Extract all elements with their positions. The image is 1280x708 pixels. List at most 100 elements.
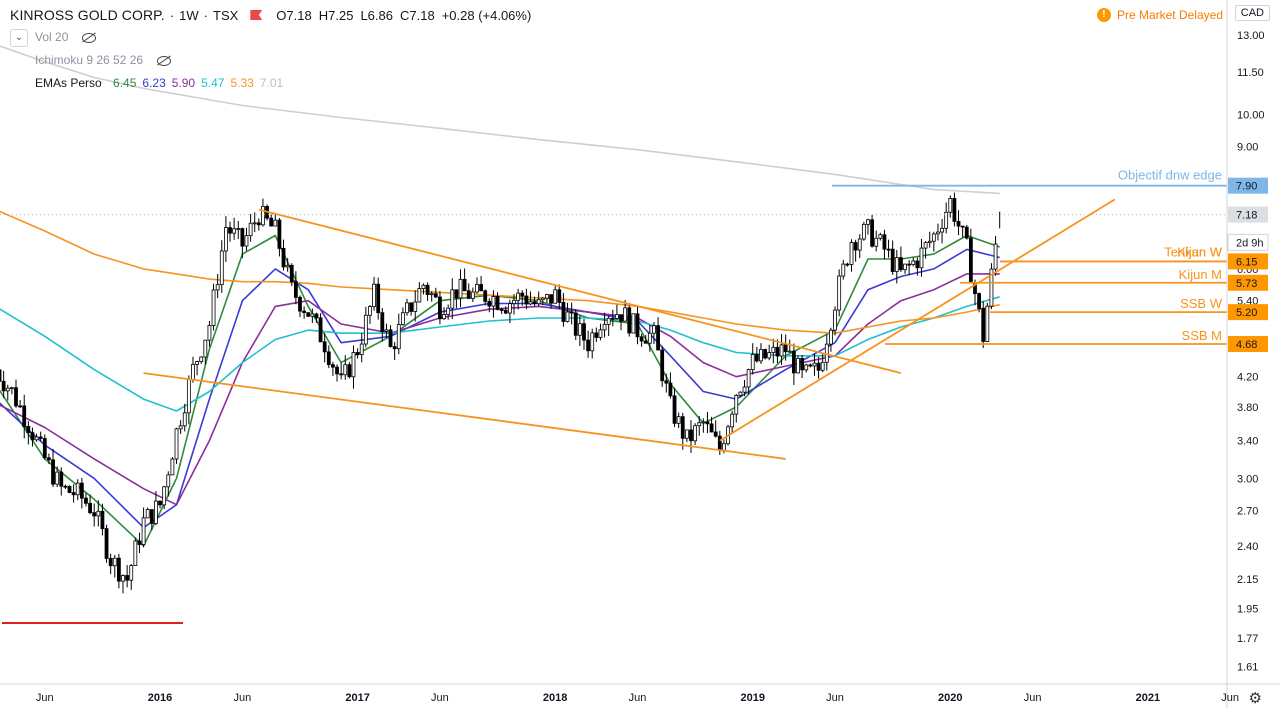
candle-body xyxy=(989,268,994,307)
candle-body xyxy=(701,421,706,424)
market-status[interactable]: ! Pre Market Delayed xyxy=(1096,8,1223,22)
candle-body xyxy=(734,394,739,415)
price-axis-label: 7.90 xyxy=(1236,181,1257,193)
candle-body xyxy=(400,312,405,325)
currency-button[interactable]: CAD xyxy=(1234,5,1270,21)
candle-body xyxy=(746,369,751,388)
candle-body xyxy=(759,349,763,362)
candle-body xyxy=(302,310,307,314)
candle-body xyxy=(763,349,767,359)
candle-body xyxy=(446,307,451,315)
candle-body xyxy=(277,219,282,249)
price-axis-label-bg xyxy=(1228,177,1268,194)
candle-body xyxy=(689,429,693,442)
candle-body xyxy=(355,352,360,356)
interval[interactable]: 1W xyxy=(179,7,199,23)
collapse-indicators-button[interactable]: ⌄ xyxy=(10,29,28,47)
candle-body xyxy=(306,312,311,317)
price-tick-label: 11.50 xyxy=(1237,67,1264,79)
ema-value: 5.33 xyxy=(230,76,254,90)
candle-body xyxy=(100,510,105,530)
candle-body xyxy=(88,502,92,514)
candle-body xyxy=(96,510,101,517)
eye-hidden-icon[interactable] xyxy=(157,55,172,66)
candle-body xyxy=(545,294,549,299)
candle-body xyxy=(590,332,595,352)
candle-body xyxy=(409,302,414,312)
candle-body xyxy=(347,364,352,378)
close-value: 7.18 xyxy=(409,7,435,23)
level-label: SSB M xyxy=(1182,328,1222,343)
candle-body xyxy=(915,260,920,269)
candle-body xyxy=(894,257,899,272)
time-tick-label: Jun xyxy=(1221,692,1239,704)
candle-body xyxy=(964,226,969,239)
candle-body xyxy=(804,364,809,371)
separator: · xyxy=(169,7,175,23)
time-tick-label: 2020 xyxy=(938,692,962,704)
gear-icon[interactable]: ⚙ xyxy=(1248,690,1262,707)
candle-body xyxy=(767,352,772,359)
candle-body xyxy=(34,436,39,441)
candle-body xyxy=(133,540,138,566)
eye-hidden-icon[interactable] xyxy=(82,32,97,43)
candle-body xyxy=(314,313,319,319)
candle-body xyxy=(812,362,817,367)
indicator-ichimoku[interactable]: Ichimoku 9 26 52 26 xyxy=(35,53,172,67)
level-label: SSB W xyxy=(1180,296,1223,311)
candle-body xyxy=(67,485,72,493)
candle-body xyxy=(182,412,187,427)
candle-body xyxy=(59,471,64,487)
price-axis-label: 4.68 xyxy=(1236,339,1257,351)
candle-body xyxy=(137,540,142,545)
candle-body xyxy=(47,457,51,461)
candle-body xyxy=(372,283,376,308)
candle-body xyxy=(483,290,488,302)
symbol-name[interactable]: KINROSS GOLD CORP. xyxy=(10,7,165,23)
candle-body xyxy=(927,240,932,244)
candle-body xyxy=(495,296,500,310)
candle-body xyxy=(549,294,553,304)
candle-body xyxy=(512,299,516,304)
candle-body xyxy=(874,237,879,247)
candle-body xyxy=(647,332,652,344)
candle-body xyxy=(125,575,130,581)
candle-body xyxy=(158,500,162,506)
price-axis-label-bg xyxy=(1228,253,1268,270)
candle-body xyxy=(775,346,780,357)
candle-body xyxy=(224,227,228,252)
indicator-emas[interactable]: EMAs Perso 6.45 6.23 5.90 5.47 5.33 7.01 xyxy=(35,76,289,90)
candle-body xyxy=(573,312,578,336)
candle-body xyxy=(462,278,467,292)
candle-body xyxy=(154,500,158,524)
time-tick-label: Jun xyxy=(629,692,647,704)
candle-body xyxy=(899,257,903,271)
candle-body xyxy=(586,339,590,352)
level-label: Kijun W xyxy=(1177,244,1223,259)
candle-body xyxy=(228,227,232,234)
flag-icon[interactable] xyxy=(250,10,263,20)
time-tick-label: 2018 xyxy=(543,692,567,704)
ema-line xyxy=(0,273,1000,506)
ema-value: 5.47 xyxy=(201,76,225,90)
candle-body xyxy=(907,263,912,266)
candle-body xyxy=(693,425,698,442)
candle-body xyxy=(598,329,603,338)
candle-body xyxy=(606,317,611,325)
time-tick-label: 2016 xyxy=(148,692,172,704)
ema-values: 6.45 6.23 5.90 5.47 5.33 7.01 xyxy=(113,76,289,90)
candle-body xyxy=(75,482,80,496)
candle-body xyxy=(553,289,558,304)
candle-body xyxy=(722,443,726,451)
price-tick-label: 3.40 xyxy=(1237,436,1258,448)
candle-body xyxy=(890,248,895,272)
time-tick-label: Jun xyxy=(36,692,54,704)
ema-line xyxy=(0,296,1000,412)
trendline xyxy=(143,372,786,460)
candle-body xyxy=(841,263,846,277)
trendline xyxy=(719,198,1116,442)
candle-body xyxy=(833,309,837,331)
candle-body xyxy=(170,458,175,476)
indicator-vol[interactable]: Vol 20 xyxy=(35,30,97,44)
